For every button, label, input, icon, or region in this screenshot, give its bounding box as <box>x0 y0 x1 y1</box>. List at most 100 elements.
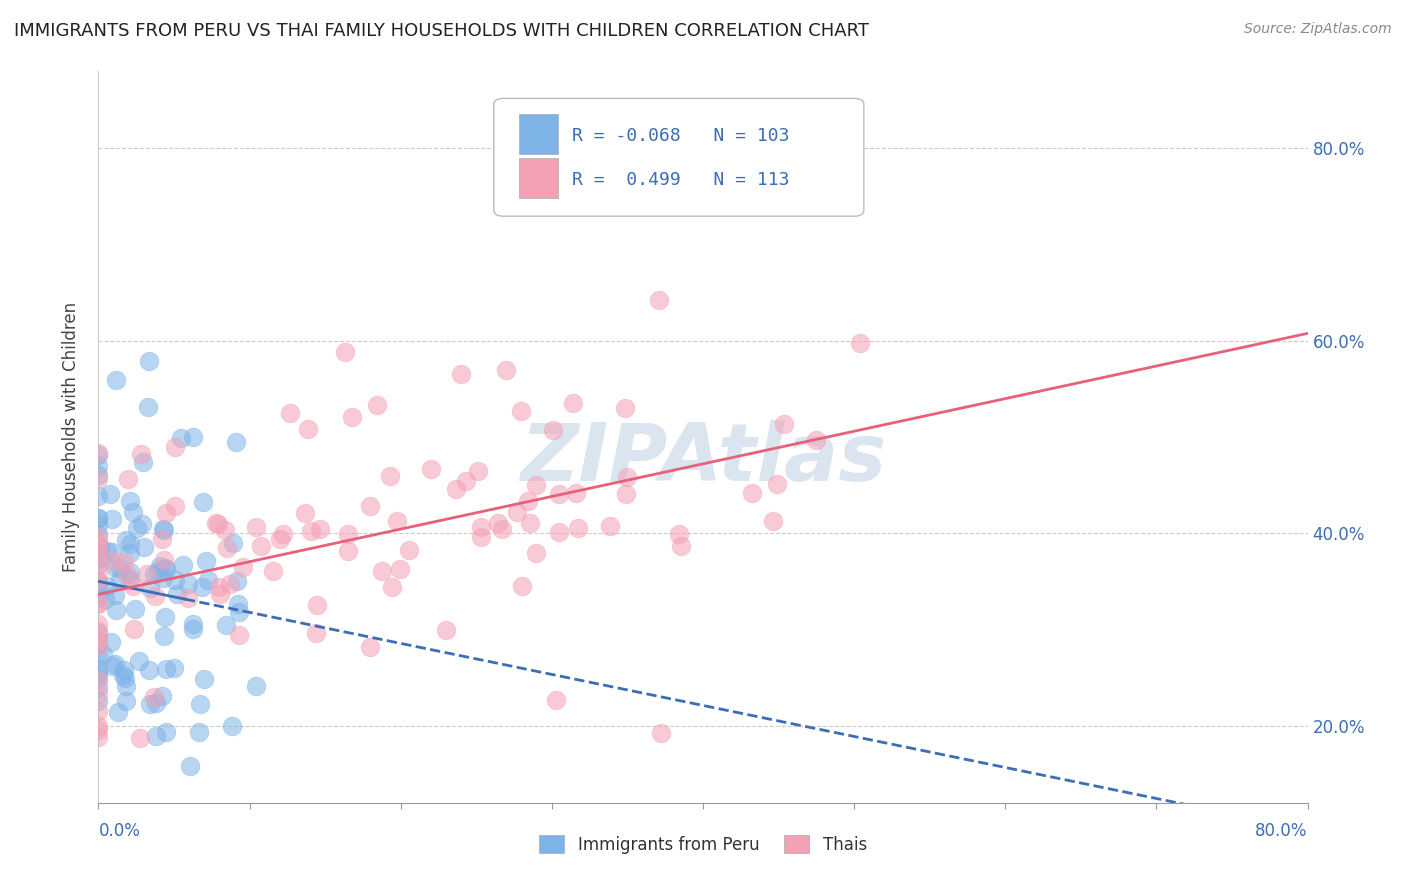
Immigrants from Peru <box>228 597 250 611</box>
Thais <box>87 574 110 588</box>
Immigrants from Peru <box>120 537 142 551</box>
Immigrants from Peru <box>91 647 114 661</box>
Thais <box>143 690 166 704</box>
Thais <box>517 494 540 508</box>
Thais <box>208 587 231 601</box>
Thais <box>87 596 110 610</box>
Thais <box>470 530 492 544</box>
Thais <box>470 519 492 533</box>
Thais <box>650 725 672 739</box>
Immigrants from Peru <box>191 494 214 508</box>
Immigrants from Peru <box>87 511 110 525</box>
Text: R = -0.068   N = 103: R = -0.068 N = 103 <box>572 127 790 145</box>
Text: Source: ZipAtlas.com: Source: ZipAtlas.com <box>1244 22 1392 37</box>
Thais <box>547 525 569 540</box>
Thais <box>87 673 110 688</box>
Thais <box>87 539 110 553</box>
Immigrants from Peru <box>225 574 247 588</box>
Immigrants from Peru <box>228 605 250 619</box>
Immigrants from Peru <box>96 544 118 558</box>
Thais <box>228 628 250 642</box>
Immigrants from Peru <box>138 697 160 711</box>
Thais <box>562 396 585 410</box>
Thais <box>143 589 166 603</box>
Thais <box>467 464 489 478</box>
Immigrants from Peru <box>98 487 121 501</box>
Immigrants from Peru <box>108 574 131 588</box>
Thais <box>87 530 110 544</box>
Immigrants from Peru <box>87 459 110 474</box>
Text: 0.0%: 0.0% <box>98 822 141 839</box>
Thais <box>207 517 229 532</box>
Immigrants from Peru <box>104 373 127 387</box>
Immigrants from Peru <box>87 490 110 504</box>
Immigrants from Peru <box>87 575 110 590</box>
Immigrants from Peru <box>87 662 110 676</box>
Immigrants from Peru <box>183 622 205 636</box>
Thais <box>135 566 157 581</box>
Immigrants from Peru <box>179 759 201 773</box>
Immigrants from Peru <box>148 559 170 574</box>
Immigrants from Peru <box>181 430 204 444</box>
Thais <box>112 555 135 569</box>
Thais <box>150 532 173 546</box>
Immigrants from Peru <box>148 564 170 578</box>
Thais <box>217 541 239 555</box>
Thais <box>510 403 533 417</box>
Thais <box>87 565 110 579</box>
Immigrants from Peru <box>118 566 141 580</box>
Immigrants from Peru <box>104 657 127 671</box>
Immigrants from Peru <box>104 560 127 574</box>
Thais <box>543 423 565 437</box>
Immigrants from Peru <box>183 616 205 631</box>
Thais <box>128 731 150 746</box>
Thais <box>87 616 110 631</box>
Thais <box>564 486 586 500</box>
Thais <box>381 581 404 595</box>
Thais <box>849 336 872 351</box>
Thais <box>87 598 110 612</box>
Thais <box>307 598 329 612</box>
Thais <box>359 499 381 513</box>
Thais <box>87 730 110 744</box>
Immigrants from Peru <box>131 517 153 532</box>
FancyBboxPatch shape <box>519 158 558 198</box>
Thais <box>205 516 228 530</box>
Immigrants from Peru <box>118 573 141 587</box>
Thais <box>305 625 328 640</box>
Immigrants from Peru <box>124 602 146 616</box>
Immigrants from Peru <box>222 536 245 550</box>
Thais <box>806 433 828 447</box>
FancyBboxPatch shape <box>494 98 863 216</box>
Immigrants from Peru <box>87 694 110 708</box>
Thais <box>370 564 392 578</box>
Thais <box>165 440 187 454</box>
Thais <box>121 579 143 593</box>
Thais <box>155 506 177 520</box>
Immigrants from Peru <box>155 661 177 675</box>
Thais <box>524 546 547 560</box>
Immigrants from Peru <box>87 558 110 572</box>
Immigrants from Peru <box>225 434 247 449</box>
Thais <box>87 687 110 701</box>
Immigrants from Peru <box>153 561 176 575</box>
Thais <box>366 398 388 412</box>
Thais <box>208 580 231 594</box>
Thais <box>668 527 690 541</box>
Thais <box>333 344 356 359</box>
Immigrants from Peru <box>87 625 110 640</box>
Thais <box>762 514 785 528</box>
Thais <box>519 516 541 530</box>
Immigrants from Peru <box>87 581 110 595</box>
Immigrants from Peru <box>155 725 177 739</box>
Immigrants from Peru <box>87 591 110 605</box>
Thais <box>772 417 794 432</box>
Thais <box>648 293 671 308</box>
Thais <box>87 704 110 718</box>
Immigrants from Peru <box>100 634 122 648</box>
Thais <box>262 564 284 578</box>
FancyBboxPatch shape <box>519 114 558 154</box>
Thais <box>232 560 254 574</box>
Thais <box>87 535 110 549</box>
Thais <box>87 634 110 648</box>
